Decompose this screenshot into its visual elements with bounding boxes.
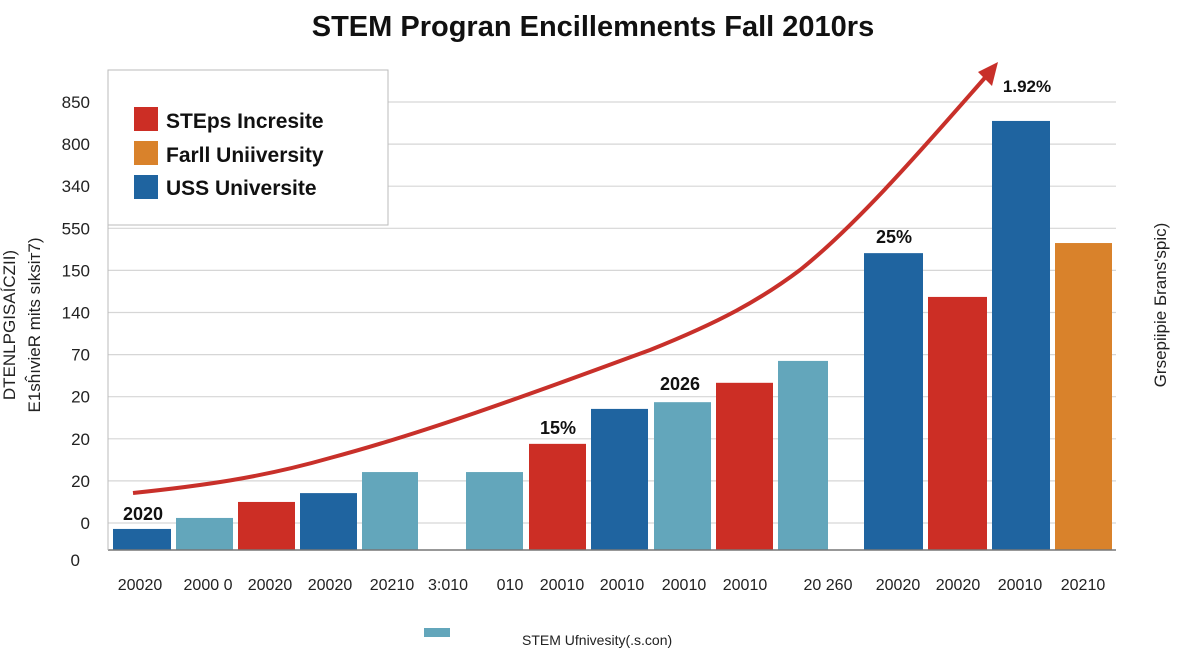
annotation: 2026 (660, 374, 700, 394)
x-tick-labels: 20020 2000 0 20020 20020 20210 3:010 010 20010 2… (118, 577, 1106, 594)
legend-label: Farll Uniiversity (166, 144, 324, 167)
x-tick-label: 3:010 (428, 577, 468, 594)
x-tick-label: 20210 (370, 577, 415, 594)
bar (716, 382, 773, 550)
chart-title: STEM Progran Encillemnents Fall 2010rs (312, 11, 874, 43)
y-axis-label: E1sĥıvieR mits sıksiт7) (25, 238, 44, 413)
annotation: 15% (540, 418, 576, 438)
bar (176, 517, 233, 550)
y-tick-label: 800 (62, 135, 90, 154)
bar (778, 360, 828, 550)
legend-swatch (134, 175, 158, 199)
bottom-legend-swatch (424, 628, 450, 637)
x-tick-label: 20210 (1061, 577, 1106, 594)
y-tick-label: 0 (81, 514, 90, 533)
legend: STEps Incresite Farll Uniiversity USS Un… (107, 69, 389, 226)
y-tick-label: 70 (71, 346, 90, 365)
x-tick-label: 20020 (876, 577, 921, 594)
y-tick-label: 850 (62, 93, 90, 112)
y-tick-label: 150 (62, 261, 90, 280)
annotation: 25% (876, 227, 912, 247)
y-tick-label: 20 (71, 472, 90, 491)
x-tick-label: 20020 (936, 577, 981, 594)
x-tick-label: 20020 (248, 577, 293, 594)
trend-line (132, 62, 998, 495)
x-tick-label: 20010 (540, 577, 585, 594)
x-tick-label: 20020 (308, 577, 353, 594)
x-tick-label: 20010 (998, 577, 1043, 594)
right-axis-label: Grsepiipie Бrans'spic) (1151, 223, 1170, 388)
bottom-legend-label: STEM Ufnivesity(.s.con) (522, 632, 672, 648)
x-tick-label: 20010 (662, 577, 707, 594)
bar (992, 120, 1050, 550)
bar (529, 443, 586, 550)
legend-label: USS Universite (166, 177, 317, 200)
x-tick-label: 010 (497, 577, 524, 594)
legend-swatch (134, 107, 158, 131)
y-tick-label: 550 (62, 219, 90, 238)
annotation: 1.92% (1003, 77, 1051, 96)
legend-label: STEps Incresite (166, 110, 324, 133)
bar (591, 408, 648, 550)
x-tick-label: 20 260 (804, 577, 853, 594)
y-tick-label: 0 (71, 551, 80, 570)
bar (864, 253, 923, 550)
x-tick-label: 20020 (118, 577, 163, 594)
bar (238, 501, 295, 550)
x-tick-label: 2000 0 (184, 577, 233, 594)
legend-swatch (134, 141, 158, 165)
bar (466, 472, 523, 550)
trend-curve (132, 70, 992, 495)
bar (1055, 243, 1112, 550)
bar (113, 528, 171, 550)
trend-arrowhead (978, 62, 998, 86)
y-tick-label: 140 (62, 304, 90, 323)
y-tick-label: 20 (71, 388, 90, 407)
bar (654, 402, 711, 550)
x-tick-label: 20010 (600, 577, 645, 594)
y-tick-label: 340 (62, 177, 90, 196)
y-tick-labels: 00 20 20 20 70 140 150 550 340 800 850 (62, 93, 90, 570)
x-tick-label: 20010 (723, 577, 768, 594)
bar (928, 296, 987, 550)
bars (113, 120, 1112, 550)
annotation: 2020 (123, 504, 163, 524)
bar (300, 493, 357, 550)
y-axis-label: DTENLPGISAÍCZII) (0, 250, 19, 400)
bar (362, 472, 418, 550)
y-tick-label: 20 (71, 430, 90, 449)
